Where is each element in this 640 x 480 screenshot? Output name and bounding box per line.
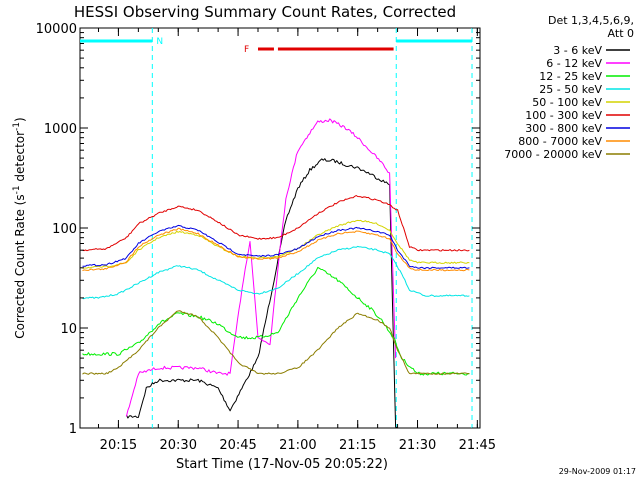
x-tick-label: 20:45 — [219, 438, 256, 453]
night-flag-label: N — [156, 37, 163, 47]
series-line-6 — [82, 195, 470, 252]
series-line-3 — [82, 266, 470, 376]
y-axis-label-mid: detector — [13, 131, 27, 186]
legend-label-3: 12 - 25 keV — [539, 70, 602, 83]
legend-header-line1: Det 1,3,4,5,6,9, — [548, 14, 634, 27]
legend-label-9: 7000 - 20000 keV — [504, 148, 602, 161]
y-axis-label-main: Corrected Count Rate (s — [13, 194, 27, 338]
y-tick-label: 1000 — [44, 122, 77, 137]
series-line-5 — [82, 219, 470, 269]
y-tick-label: 10000 — [36, 22, 77, 37]
y-axis-label-sup1: -1 — [12, 185, 22, 194]
flare-flag-label: F — [244, 45, 249, 55]
series-line-4 — [82, 245, 470, 300]
x-tick-label: 21:45 — [459, 438, 496, 453]
series-line-9 — [82, 310, 470, 375]
y-axis-label: Corrected Count Rate (s-1 detector-1) — [12, 117, 27, 338]
legend-header-line2: Att 0 — [608, 27, 634, 40]
x-tick-label: 21:00 — [279, 438, 316, 453]
y-tick-label: 1 — [69, 422, 77, 437]
legend-label-2: 6 - 12 keV — [546, 57, 602, 70]
y-tick-label: 10 — [60, 322, 77, 337]
series-line-1 — [125, 158, 398, 429]
x-tick-label: 21:30 — [399, 438, 436, 453]
legend-label-5: 50 - 100 keV — [532, 96, 602, 109]
x-tick-label: 20:30 — [160, 438, 197, 453]
chart-title: HESSI Observing Summary Count Rates, Cor… — [74, 3, 456, 21]
legend-label-4: 25 - 50 keV — [539, 83, 602, 96]
series-line-7 — [82, 224, 470, 270]
legend-label-6: 100 - 300 keV — [525, 109, 602, 122]
x-tick-label: 20:15 — [100, 438, 137, 453]
axes: 1 10 100 1000 10000 20:15 20:30 20:45 21:00 21:15… — [36, 22, 496, 453]
footer-date: 29-Nov-2009 01:17 — [559, 467, 636, 476]
x-axis-label: Start Time (17-Nov-05 20:05:22) — [176, 457, 388, 472]
y-axis-label-sup2: -1 — [12, 122, 22, 131]
y-tick-label: 100 — [52, 222, 77, 237]
legend-label-1: 3 - 6 keV — [553, 44, 602, 57]
series-line-2 — [125, 118, 397, 417]
legend-label-8: 800 - 7000 keV — [518, 135, 602, 148]
series-line-8 — [82, 227, 470, 272]
legend-label-7: 300 - 800 keV — [525, 122, 602, 135]
plot-frame — [79, 27, 481, 429]
x-tick-label: 21:15 — [339, 438, 376, 453]
plot-area: NF — [80, 28, 473, 429]
y-axis-label-end: ) — [13, 117, 27, 122]
